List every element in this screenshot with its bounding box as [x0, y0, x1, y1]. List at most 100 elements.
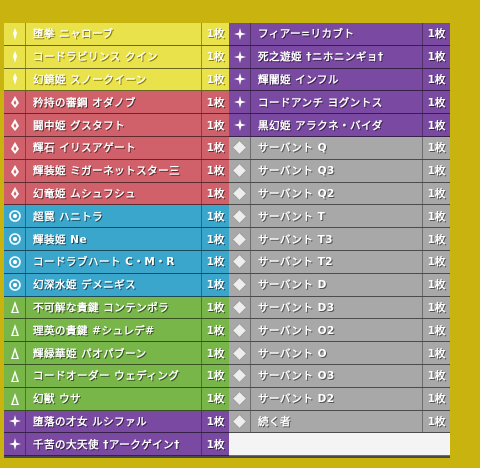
fire-icon [4, 91, 26, 114]
card-name: 死之遊姫 †ニホニンギョ† [258, 51, 384, 64]
card-quantity: 1枚 [422, 364, 450, 387]
card-quantity: 1枚 [201, 273, 229, 296]
card-quantity: 1枚 [422, 250, 450, 273]
right-card-row: サーバント T3 1枚 [229, 228, 450, 251]
card-quantity: 1枚 [422, 136, 450, 159]
card-name: コードラブハート C・M・R [33, 256, 175, 269]
zero-icon [229, 296, 251, 319]
zero-icon [229, 228, 251, 250]
card-quantity: 1枚 [201, 182, 229, 205]
right-card-row: サーバント Q3 1枚 [229, 159, 450, 183]
card-quantity: 1枚 [201, 410, 229, 433]
left-card-row: 超罠 ハニトラ 1枚 [4, 205, 229, 229]
card-quantity: 1枚 [201, 136, 229, 159]
left-card-row: 輝装姫 ミガーネットスター三 1枚 [4, 159, 229, 183]
card-quantity: 1枚 [422, 205, 450, 228]
card-quantity: 1枚 [201, 205, 229, 228]
nature-icon [4, 319, 26, 342]
right-card-row: サーバント Q2 1枚 [229, 182, 450, 206]
card-name: 堕落の才女 ルシファル [33, 415, 148, 428]
zero-icon [229, 159, 251, 182]
card-quantity: 1枚 [201, 296, 229, 319]
nature-icon [4, 364, 26, 387]
card-quantity: 1枚 [422, 182, 450, 205]
card-name: 続く者 [258, 415, 291, 428]
water-icon [4, 228, 26, 250]
left-card-row: 幻深水姫 デメニギス 1枚 [4, 273, 229, 297]
left-card-row: 堕落の才女 ルシファル 1枚 [4, 410, 229, 434]
left-card-row: コードラビリンス クイン 1枚 [4, 45, 229, 69]
card-name: サーバント T [258, 210, 326, 223]
card-name: 超罠 ハニトラ [33, 210, 104, 223]
card-quantity: 1枚 [422, 91, 450, 114]
card-name: 理英の貴鍵 #シュレデ# [33, 324, 155, 337]
card-name: サーバント Q [258, 142, 328, 155]
card-quantity: 1枚 [201, 114, 229, 136]
card-name: 幻鏡姫 スノークイーン [33, 73, 147, 86]
zero-icon [229, 319, 251, 342]
card-name: サーバント Q2 [258, 187, 335, 200]
darkness-icon [229, 91, 251, 114]
card-quantity: 1枚 [422, 410, 450, 433]
card-name: サーバント D2 [258, 393, 335, 406]
left-card-row: 矜持の審鋼 オダノブ 1枚 [4, 91, 229, 115]
left-card-row: 輝石 イリスアゲート 1枚 [4, 136, 229, 160]
card-quantity: 1枚 [201, 159, 229, 182]
left-card-row: 闘中姫 グスタフト 1枚 [4, 114, 229, 137]
card-quantity: 1枚 [422, 296, 450, 319]
card-quantity [422, 433, 450, 455]
zero-icon [229, 250, 251, 273]
card-quantity: 1枚 [422, 387, 450, 410]
card-quantity: 1枚 [201, 433, 229, 456]
card-name: 輝闇姫 インフル [258, 73, 339, 86]
left-card-row: 幻竜姫 ムシュフシュ 1枚 [4, 182, 229, 206]
darkness-icon [229, 114, 251, 136]
zero-icon [229, 136, 251, 159]
nature-icon [4, 342, 26, 364]
zero-icon [229, 364, 251, 387]
fire-icon [4, 159, 26, 182]
right-card-row: サーバント D 1枚 [229, 273, 450, 297]
right-card-row: サーバント T2 1枚 [229, 250, 450, 274]
zero-icon [229, 205, 251, 228]
card-quantity: 1枚 [422, 342, 450, 364]
card-name: サーバント T2 [258, 256, 334, 269]
card-quantity: 1枚 [201, 45, 229, 68]
left-card-row: 幻獣 ウサ 1枚 [4, 387, 229, 411]
right-card-row: 黒幻姫 アラクネ・バイダ 1枚 [229, 114, 450, 137]
zero-icon [229, 273, 251, 296]
card-name: 幻竜姫 ムシュフシュ [33, 187, 137, 200]
card-quantity: 1枚 [201, 91, 229, 114]
card-quantity: 1枚 [201, 342, 229, 364]
card-name: 矜持の審鋼 オダノブ [33, 96, 136, 109]
zero-icon [229, 342, 251, 364]
card-name: サーバント D3 [258, 301, 335, 314]
card-name: サーバント O2 [258, 324, 335, 337]
card-quantity: 1枚 [422, 68, 450, 91]
card-name: サーバント D [258, 279, 327, 292]
right-card-row: サーバント O3 1枚 [229, 364, 450, 388]
right-card-row: コードアンチ ヨグントス 1枚 [229, 91, 450, 115]
right-card-row: サーバント O2 1枚 [229, 319, 450, 343]
light-icon [4, 45, 26, 68]
card-name: コードアンチ ヨグントス [258, 96, 383, 109]
water-icon [4, 205, 26, 228]
card-name: サーバント O3 [258, 370, 335, 383]
right-card-row: 続く者 1枚 [229, 410, 450, 434]
right-card-row: サーバント D2 1枚 [229, 387, 450, 411]
fire-icon [4, 182, 26, 205]
nature-icon [4, 387, 26, 410]
darkness-icon [229, 23, 251, 45]
left-card-row: 幻鏡姫 スノークイーン 1枚 [4, 68, 229, 92]
card-name: 幻深水姫 デメニギス [33, 279, 137, 292]
right-card-row: サーバント D3 1枚 [229, 296, 450, 320]
card-quantity: 1枚 [422, 114, 450, 136]
left-card-row: 理英の貴鍵 #シュレデ# 1枚 [4, 319, 229, 343]
empty-icon-slot [229, 433, 251, 455]
card-quantity: 1枚 [422, 23, 450, 45]
card-quantity: 1枚 [201, 387, 229, 410]
card-name: サーバント Q3 [258, 165, 335, 178]
right-card-row: サーバント T 1枚 [229, 205, 450, 229]
zero-icon [229, 387, 251, 410]
card-quantity: 1枚 [201, 250, 229, 273]
